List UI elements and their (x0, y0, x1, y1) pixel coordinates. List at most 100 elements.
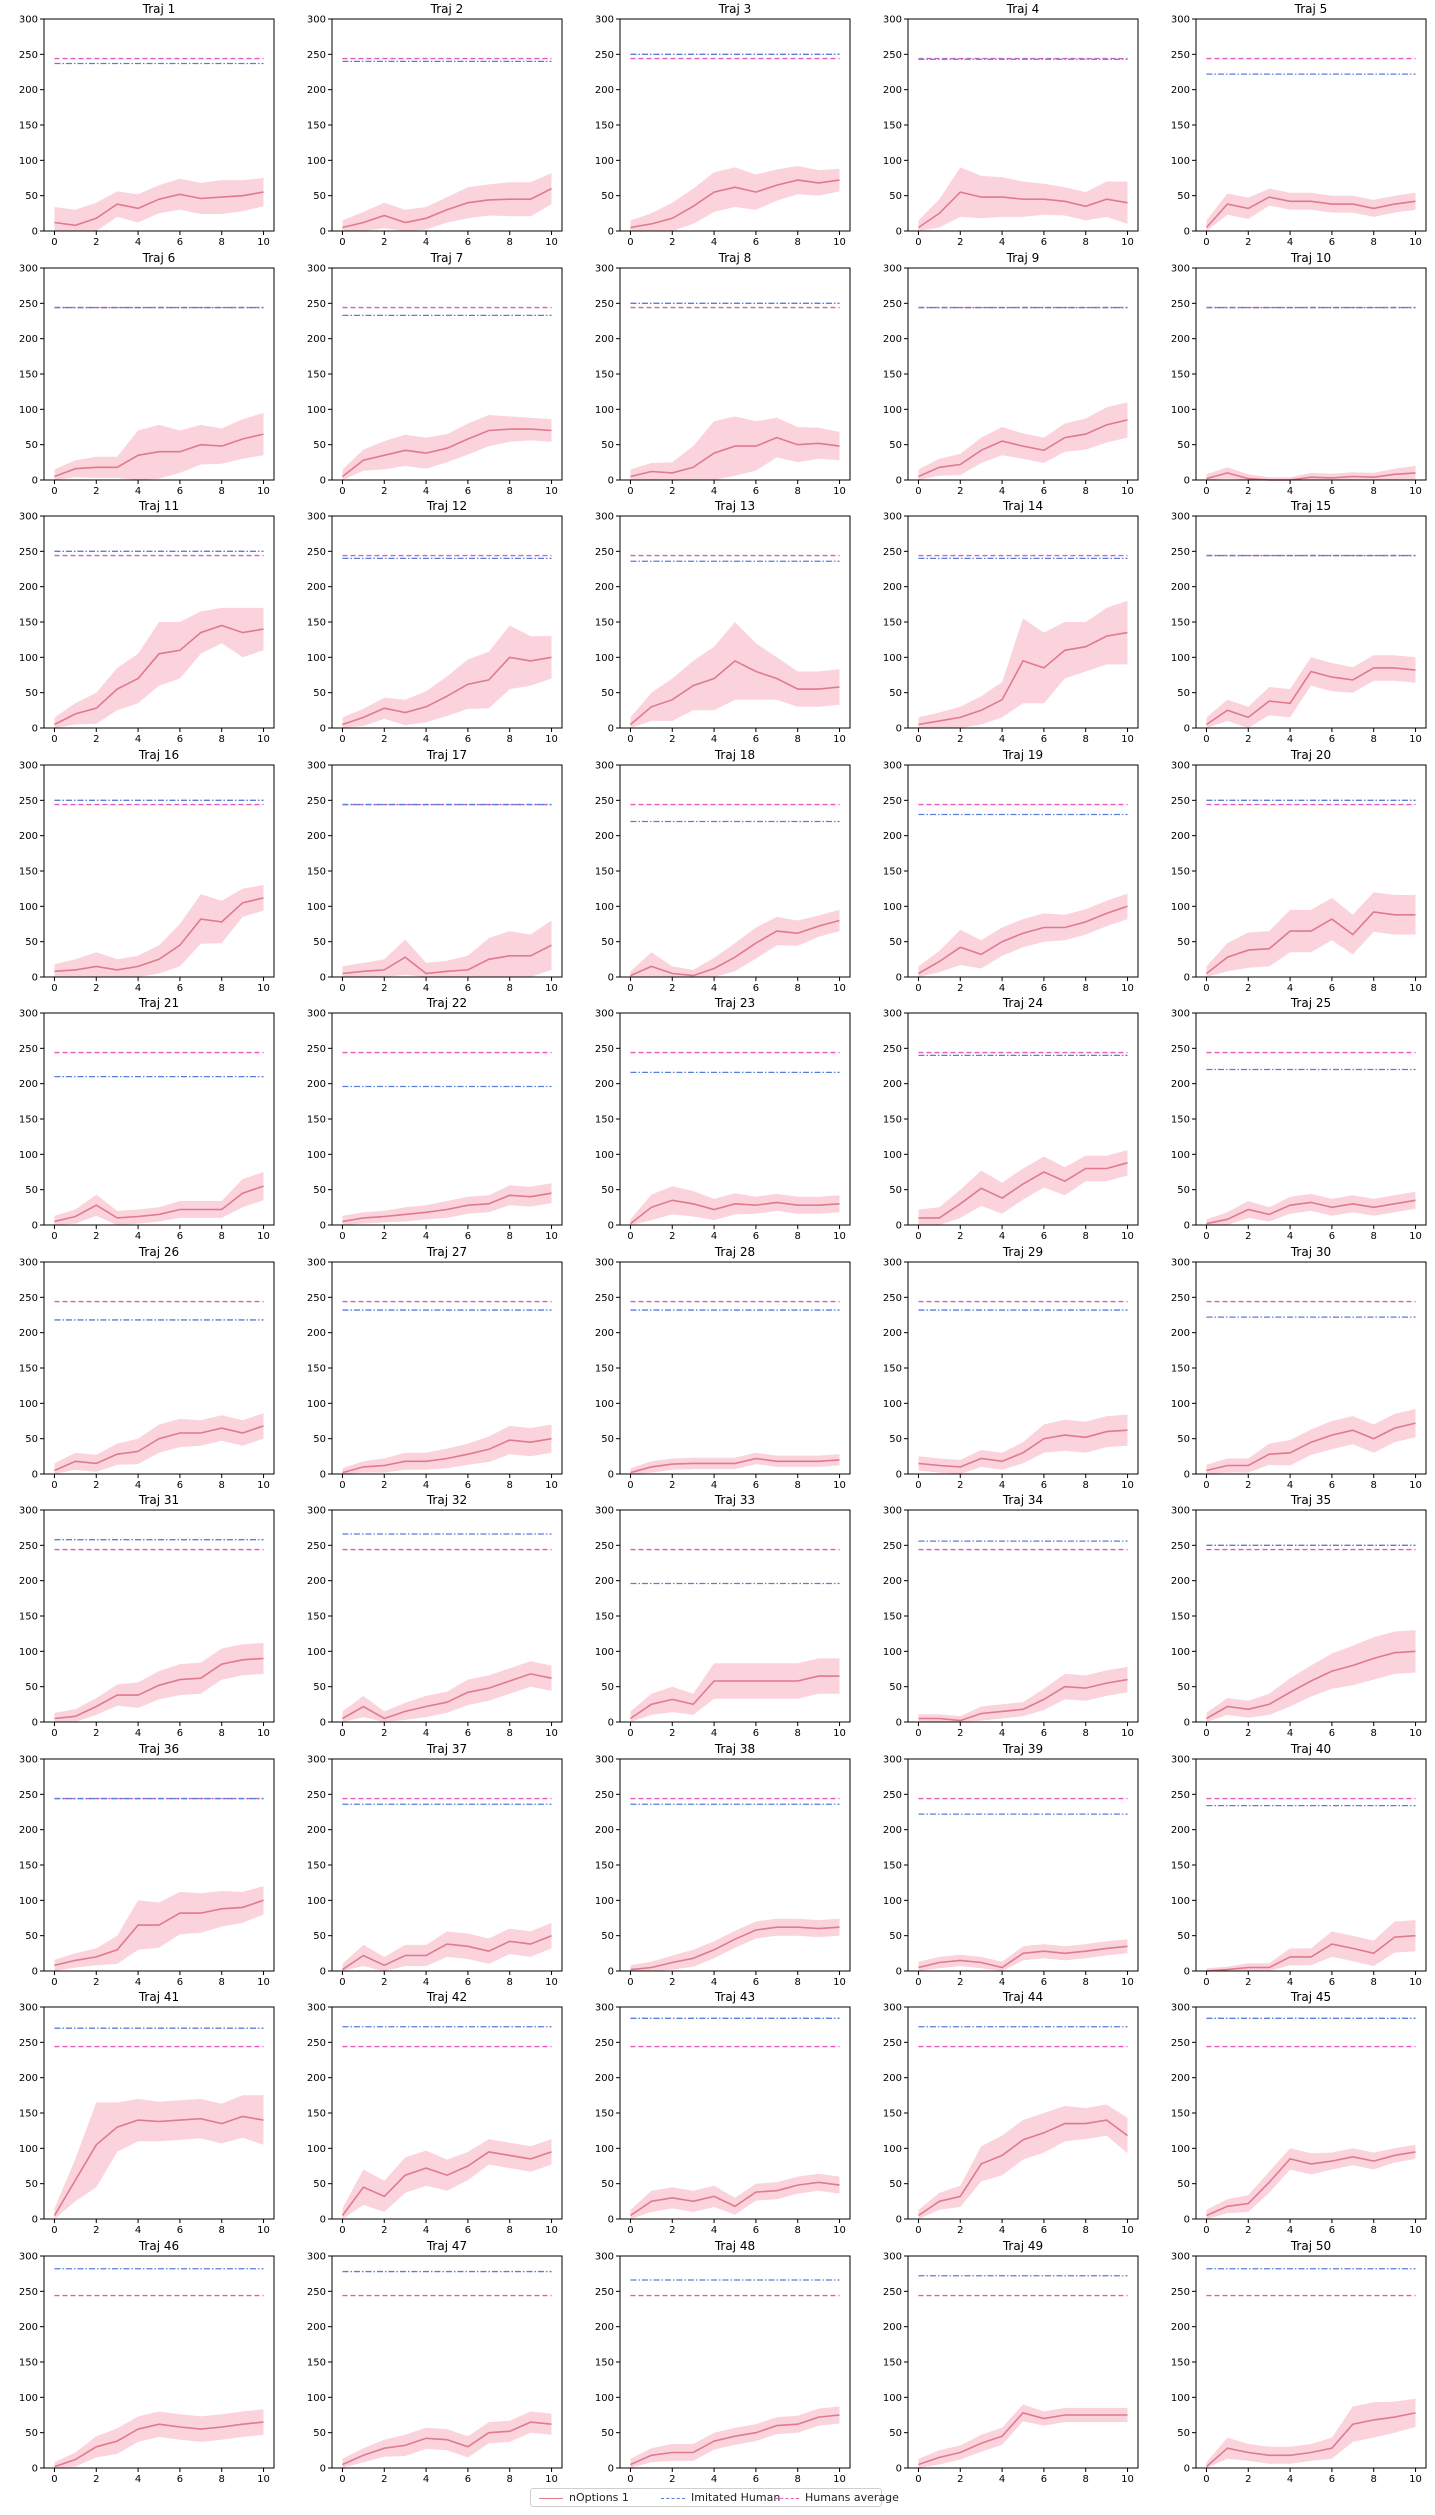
x-tick-label: 8 (507, 983, 513, 994)
y-tick-label: 300 (19, 264, 38, 275)
x-tick-label: 2 (1245, 2225, 1251, 2236)
y-tick-label: 50 (313, 2428, 326, 2439)
x-tick-label: 0 (1203, 237, 1209, 248)
x-tick-label: 0 (51, 2474, 57, 2485)
x-tick-label: 6 (1329, 734, 1335, 745)
noptions-mean-line (630, 436, 840, 478)
y-tick-label: 250 (307, 547, 326, 558)
y-tick-label: 300 (19, 2252, 38, 2263)
y-tick-label: 200 (595, 2073, 614, 2084)
x-tick-label: 10 (833, 1977, 846, 1988)
y-tick-label: 100 (307, 1150, 326, 1161)
y-tick-label: 250 (307, 50, 326, 61)
x-tick-label: 2 (381, 486, 387, 497)
y-tick-label: 0 (608, 1221, 614, 1232)
y-tick-label: 50 (1177, 2179, 1190, 2190)
noptions-mean-line (918, 2412, 1128, 2466)
x-tick-label: 6 (1329, 237, 1335, 248)
y-tick-label: 200 (595, 831, 614, 842)
x-tick-label: 0 (915, 983, 921, 994)
x-tick-label: 10 (833, 2225, 846, 2236)
y-tick-label: 250 (307, 796, 326, 807)
x-tick-label: 8 (1083, 1231, 1089, 1242)
x-tick-label: 0 (627, 2474, 633, 2485)
noptions-band (918, 2404, 1128, 2468)
noptions-band (342, 1183, 552, 1225)
x-tick-label: 4 (1287, 1231, 1293, 1242)
y-tick-label: 0 (608, 2464, 614, 2475)
x-tick-label: 2 (669, 237, 675, 248)
x-tick-label: 10 (257, 1728, 270, 1739)
y-tick-label: 0 (1184, 1470, 1190, 1481)
subplot-title: Traj 49 (1002, 2239, 1043, 2253)
noptions-band (342, 920, 552, 977)
x-tick-label: 4 (1287, 2474, 1293, 2485)
noptions-mean-line (342, 1192, 552, 1223)
x-tick-label: 4 (711, 2474, 717, 2485)
axes-frame (1195, 1012, 1427, 1226)
subplot-title: Traj 34 (1002, 1493, 1043, 1507)
y-tick-label: 300 (19, 2003, 38, 2014)
x-tick-label: 4 (135, 486, 141, 497)
y-tick-label: 250 (1171, 547, 1190, 558)
subplot-title: Traj 33 (714, 1493, 755, 1507)
noptions-band (918, 402, 1128, 480)
x-tick-label: 10 (257, 1480, 270, 1491)
y-tick-label: 100 (595, 1150, 614, 1161)
y-tick-label: 300 (307, 761, 326, 772)
x-tick-label: 6 (753, 237, 759, 248)
y-tick-label: 300 (307, 1755, 326, 1766)
x-tick-label: 4 (999, 2225, 1005, 2236)
y-tick-label: 200 (19, 2073, 38, 2084)
noptions-mean-line (342, 1934, 552, 1971)
axes-frame (1195, 2255, 1427, 2469)
y-tick-label: 250 (1171, 2287, 1190, 2298)
y-tick-label: 100 (19, 156, 38, 167)
noptions-band (54, 178, 264, 231)
y-tick-label: 200 (307, 1825, 326, 1836)
subplot-title: Traj 3 (718, 2, 752, 16)
x-tick-label: 4 (999, 1977, 1005, 1988)
y-tick-label: 150 (1171, 1364, 1190, 1375)
y-tick-label: 100 (307, 1647, 326, 1658)
y-tick-label: 50 (25, 440, 38, 451)
noptions-band (54, 2409, 264, 2468)
x-tick-label: 6 (465, 1231, 471, 1242)
y-tick-label: 0 (320, 1967, 326, 1978)
y-tick-label: 250 (595, 547, 614, 558)
noptions-mean-line (1206, 1934, 1416, 1972)
x-tick-label: 2 (957, 1480, 963, 1491)
x-tick-label: 10 (833, 486, 846, 497)
y-tick-label: 250 (1171, 1293, 1190, 1304)
y-tick-label: 150 (19, 1612, 38, 1623)
x-tick-label: 6 (177, 1231, 183, 1242)
y-tick-label: 50 (1177, 191, 1190, 202)
noptions-band (630, 1186, 840, 1225)
x-tick-label: 10 (257, 2474, 270, 2485)
y-tick-label: 200 (307, 2073, 326, 2084)
x-tick-label: 10 (257, 2225, 270, 2236)
x-tick-label: 8 (1371, 486, 1377, 497)
x-tick-label: 8 (1083, 237, 1089, 248)
x-tick-label: 6 (177, 2474, 183, 2485)
x-tick-label: 10 (1121, 1728, 1134, 1739)
y-tick-label: 300 (19, 1755, 38, 1766)
subplot-title: Traj 43 (714, 1990, 755, 2004)
x-tick-label: 0 (627, 486, 633, 497)
x-tick-label: 6 (1329, 486, 1335, 497)
x-tick-label: 6 (1329, 1728, 1335, 1739)
y-tick-label: 150 (19, 2358, 38, 2369)
x-tick-label: 4 (135, 237, 141, 248)
x-tick-label: 10 (257, 1977, 270, 1988)
